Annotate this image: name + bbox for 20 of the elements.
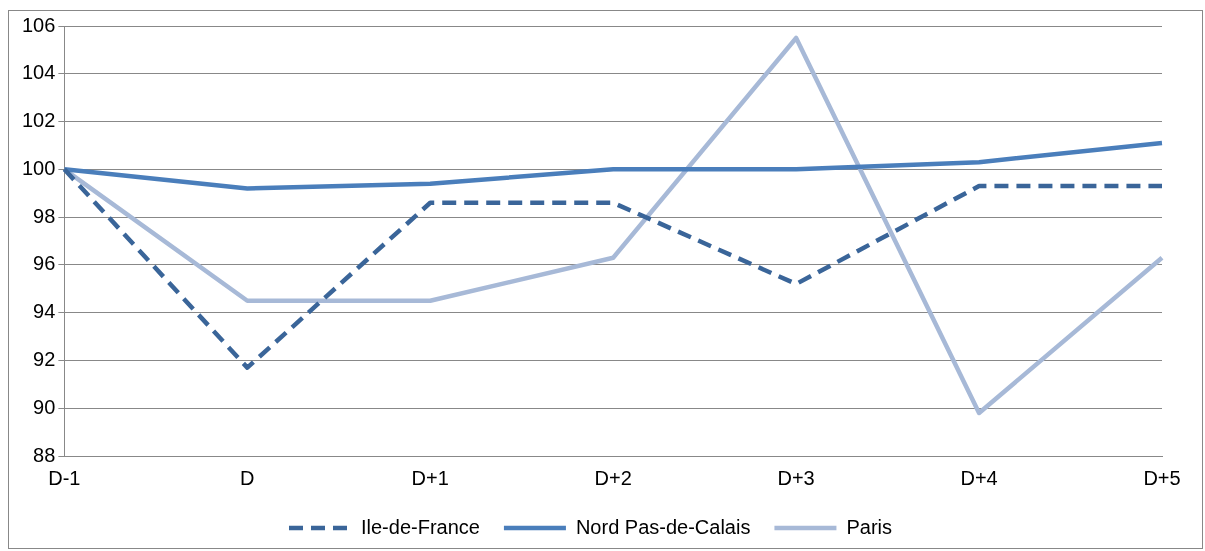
y-tick-label: 100 <box>21 156 56 179</box>
x-tick-label: D+1 <box>411 466 449 489</box>
y-tick-label: 106 <box>21 13 56 36</box>
y-tick-label: 90 <box>33 395 56 418</box>
legend-label: Paris <box>846 515 893 538</box>
y-tick-label: 98 <box>33 204 56 227</box>
legend-label: Ile-de-France <box>360 515 480 538</box>
y-tick-label: 96 <box>33 252 56 275</box>
x-tick-label: D+5 <box>1143 466 1181 489</box>
x-tick-label: D-1 <box>48 466 81 489</box>
y-tick-label: 92 <box>33 347 56 370</box>
legend-label: Nord Pas-de-Calais <box>575 515 751 538</box>
y-tick-label: 88 <box>33 443 56 466</box>
y-tick-label: 94 <box>33 300 56 323</box>
y-tick-label: 102 <box>21 109 56 132</box>
x-tick-label: D+2 <box>594 466 632 489</box>
x-tick-label: D <box>240 466 255 489</box>
x-tick-label: D+4 <box>960 466 998 489</box>
y-tick-label: 104 <box>21 61 56 84</box>
x-tick-label: D+3 <box>777 466 815 489</box>
